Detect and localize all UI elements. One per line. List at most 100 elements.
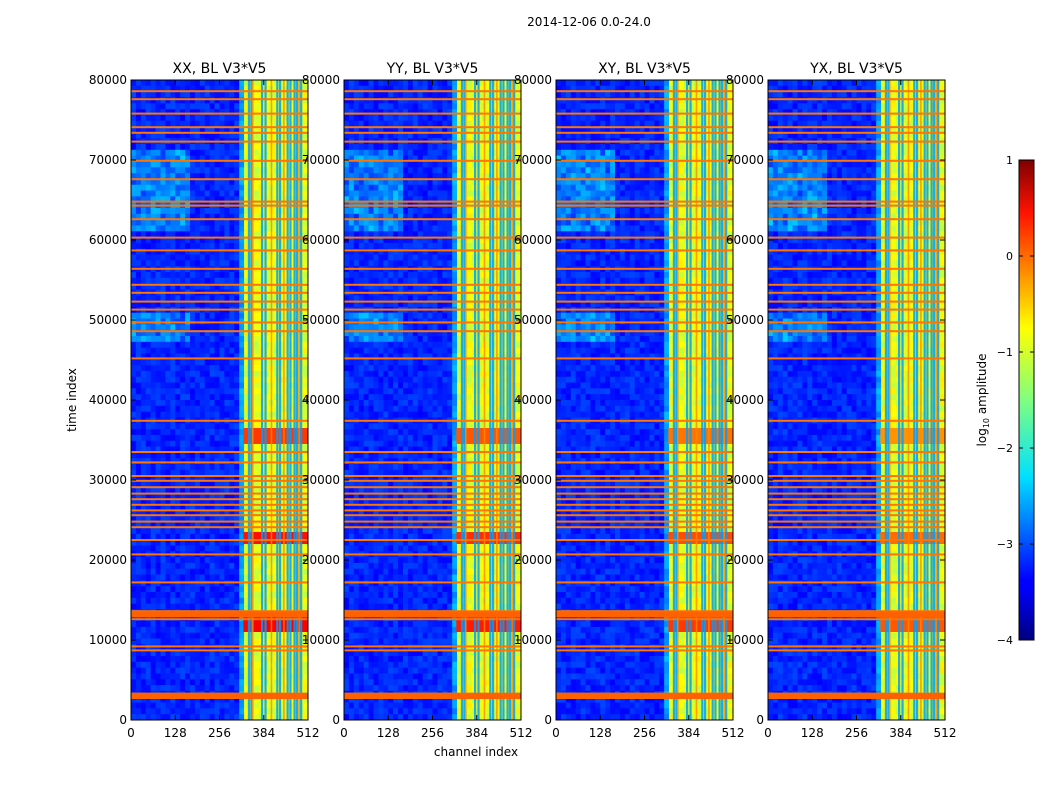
heatmap-cell [185,516,191,523]
heatmap-cell [175,475,181,482]
heatmap-cell [229,336,235,343]
heatmap-cell [378,97,384,104]
heatmap-cell [209,533,215,541]
heatmap-cell [145,85,152,93]
heatmap-cell [244,464,250,471]
heatmap-cell [150,114,156,122]
heatmap-cell [244,382,250,389]
x-tick-label: 512 [297,726,320,740]
rfi-row [131,159,308,162]
heatmap-cell [353,114,360,122]
heatmap-cell [194,423,201,430]
heatmap-cell [180,97,186,104]
heatmap-cell [135,394,142,401]
heatmap-cell [219,103,225,110]
heatmap-cell [214,400,220,407]
heatmap-cell [407,85,414,93]
heatmap-cell [155,376,161,383]
heatmap-cell [224,283,230,290]
heatmap-cell [190,539,196,546]
heatmap-cell [150,708,156,715]
heatmap-cell [422,184,428,191]
heatmap-cell [214,155,220,162]
heatmap-cell [224,434,230,442]
heatmap-cell [185,685,191,692]
heatmap-cell [165,504,171,511]
rfi-row [131,475,308,477]
heatmap-cell [185,400,191,407]
rfi-row [131,204,308,207]
heatmap-cell [160,353,166,360]
heatmap-cell [303,301,309,308]
heatmap-cell [417,208,424,215]
heatmap-cell [204,365,211,372]
heatmap-cell [466,149,473,157]
heatmap-cell [303,336,309,343]
heatmap-cell [170,394,176,401]
heatmap-cell [170,114,176,122]
heatmap-cell [239,109,245,116]
heatmap-cell [155,528,161,535]
heatmap-cell [165,359,171,366]
heatmap-cell [204,545,211,552]
heatmap-cell [131,405,137,413]
heatmap-cell [344,114,350,122]
heatmap-cell [234,411,240,418]
heatmap-cell [393,190,399,197]
heatmap-cell [219,196,225,203]
heatmap-cell [303,376,309,383]
heatmap-cell [516,149,522,157]
heatmap-cell [190,341,196,349]
rfi-row [131,451,308,453]
heatmap-cell [135,173,142,180]
heatmap-cell [224,446,230,453]
heatmap-cell [170,295,176,302]
heatmap-cell [140,272,147,279]
heatmap-cell [165,545,171,552]
heatmap-cell [150,382,156,389]
heatmap-cell [131,277,137,285]
heatmap-cell [175,621,181,628]
heatmap-cell [140,621,147,628]
heatmap-cell [283,149,289,157]
heatmap-cell [190,301,196,308]
heatmap-cell [155,347,161,354]
heatmap-cell [447,109,453,116]
heatmap-cell [373,190,379,197]
heatmap-cell [155,621,161,628]
heatmap-cell [155,679,161,686]
heatmap-cell [199,283,206,290]
heatmap-cell [239,685,245,692]
heatmap-cell [234,685,240,692]
heatmap-cell [244,545,250,552]
heatmap-cell [368,219,374,226]
heatmap-cell [199,405,206,413]
heatmap-cell [209,295,215,302]
heatmap-cell [155,80,161,87]
heatmap-cell [131,685,137,692]
heatmap-cell [180,341,186,349]
heatmap-cell [209,487,215,494]
heatmap-cell [412,219,419,226]
heatmap-cell [150,359,156,366]
heatmap-cell [150,539,156,546]
heatmap-cell [417,167,424,174]
heatmap-cell [175,440,181,447]
heatmap-cell [209,353,215,360]
heatmap-cell [170,109,176,116]
heatmap-cell [135,661,142,669]
heatmap-cell [135,568,142,575]
heatmap-cell [131,155,137,162]
heatmap-cell [190,353,196,360]
heatmap-cell [209,219,215,226]
heatmap-cell [175,103,181,110]
heatmap-cell [165,336,171,343]
heatmap-cell [283,644,289,651]
heatmap-cell [160,161,166,168]
heatmap-cell [303,109,309,116]
heatmap-cell [185,341,191,349]
heatmap-cell [140,161,147,168]
rfi-row [131,236,308,239]
heatmap-cell [155,382,161,389]
heatmap-cell [368,103,374,110]
